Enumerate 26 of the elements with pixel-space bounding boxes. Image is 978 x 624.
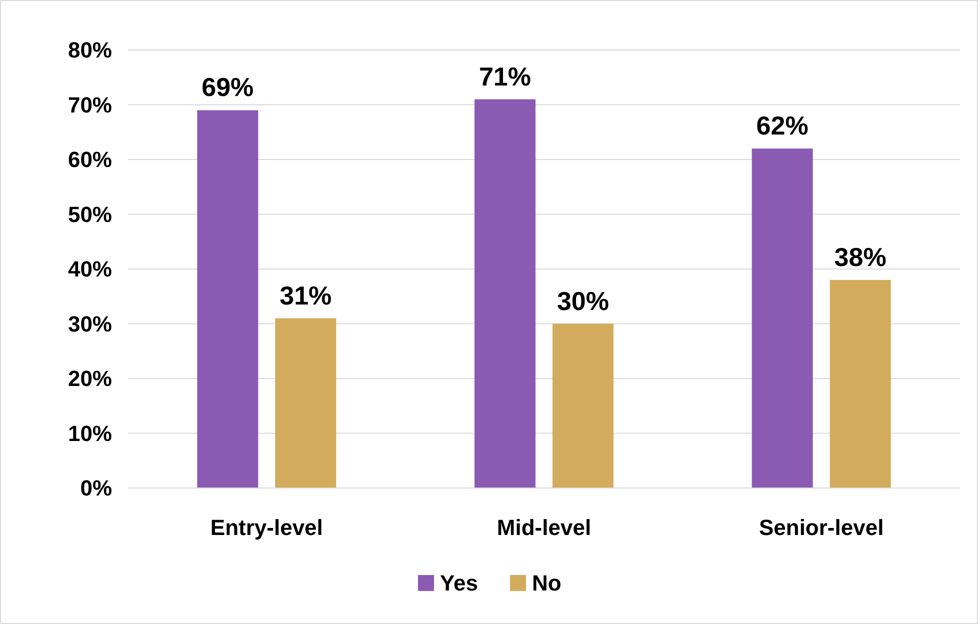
y-tick-label: 20% [68, 366, 112, 392]
data-label: 30% [556, 286, 610, 316]
y-tick-label: 80% [68, 38, 112, 63]
bar [752, 148, 813, 488]
data-label: 31% [280, 280, 332, 310]
y-tick-label: 10% [68, 420, 112, 446]
y-tick-label: 0% [80, 476, 112, 501]
data-label: 69% [202, 72, 254, 102]
y-tick-label: 60% [68, 147, 112, 172]
bar [552, 324, 614, 488]
bar [197, 110, 258, 488]
y-tick-label: 50% [68, 202, 112, 227]
legend-label: No [532, 570, 562, 596]
y-tick-label: 70% [68, 92, 112, 118]
bar [830, 280, 891, 488]
data-label: 62% [756, 110, 808, 141]
legend-label: Yes [440, 570, 478, 596]
bar [275, 318, 336, 488]
data-label: 71% [478, 61, 532, 92]
x-tick-label: Entry-level [210, 515, 323, 540]
x-tick-label: Senior-level [758, 515, 884, 540]
y-tick-label: 40% [68, 256, 112, 282]
data-label: 38% [834, 242, 886, 272]
x-tick-label: Mid-level [496, 515, 592, 540]
bar [474, 99, 536, 488]
y-tick-label: 30% [68, 311, 112, 336]
